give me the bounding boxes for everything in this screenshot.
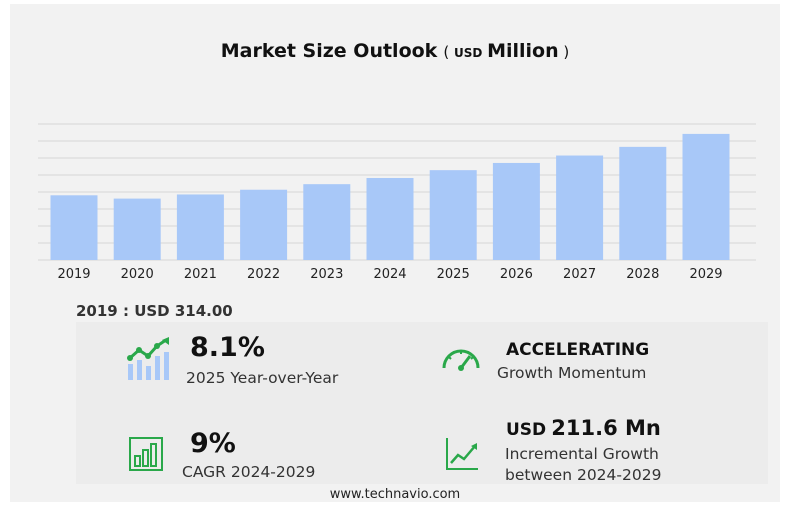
bar-2023 — [303, 184, 351, 260]
bar-2025 — [429, 170, 477, 260]
bar-2029 — [682, 133, 730, 260]
x-tick-2022: 2022 — [247, 267, 280, 282]
bar-2028 — [619, 146, 667, 260]
x-tick-2023: 2023 — [310, 267, 343, 282]
chart-title: Market Size Outlook — [220, 40, 438, 62]
unit-suffix: Million — [487, 40, 559, 62]
x-tick-2028: 2028 — [626, 267, 659, 282]
growth-chart-icon — [127, 337, 169, 380]
chart-title-row: Market Size Outlook( USD Million ) — [0, 40, 790, 62]
cagr-value: 9% — [190, 428, 236, 459]
base-year-value: 2019 : USD 314.00 — [76, 302, 233, 320]
yoy-label: 2025 Year-over-Year — [186, 369, 339, 387]
x-tick-2025: 2025 — [437, 267, 470, 282]
bar-2019 — [50, 195, 98, 260]
momentum-label: Growth Momentum — [497, 364, 647, 382]
x-tick-2019: 2019 — [57, 267, 90, 282]
bar-2021 — [176, 194, 224, 260]
footer-url: www.technavio.com — [329, 487, 461, 502]
incremental-value-row: USD 211.6 Mn — [506, 416, 661, 440]
bar-chart: 2019 2020 2021 2022 2023 2024 2025 2026 2027 2028… — [38, 123, 756, 282]
incremental-label-1: Incremental Growth — [505, 445, 659, 463]
incremental-value: 211.6 Mn — [551, 416, 661, 440]
speedometer-icon — [442, 349, 480, 371]
bar-2026 — [492, 162, 540, 260]
cagr-label: CAGR 2024-2029 — [182, 463, 316, 481]
bar-2024 — [366, 177, 414, 260]
unit-prefix: USD — [453, 46, 483, 60]
line-chart-icon — [446, 438, 478, 470]
bar-chart-icon — [129, 437, 163, 471]
x-tick-2026: 2026 — [500, 267, 533, 282]
bar-2027 — [556, 155, 604, 260]
kpi-panel — [76, 322, 768, 484]
x-tick-2024: 2024 — [373, 267, 406, 282]
bar-2022 — [240, 189, 288, 260]
x-tick-2021: 2021 — [184, 267, 217, 282]
yoy-value: 8.1% — [190, 332, 265, 363]
x-tick-2029: 2029 — [689, 267, 722, 282]
incremental-label-2: between 2024-2029 — [505, 466, 662, 484]
incremental-prefix: USD — [506, 420, 547, 440]
unit-label: ( USD Million ) — [443, 40, 570, 62]
bar-2020 — [113, 198, 161, 260]
x-tick-2020: 2020 — [121, 267, 154, 282]
momentum-value: ACCELERATING — [506, 340, 650, 360]
x-tick-2027: 2027 — [563, 267, 596, 282]
